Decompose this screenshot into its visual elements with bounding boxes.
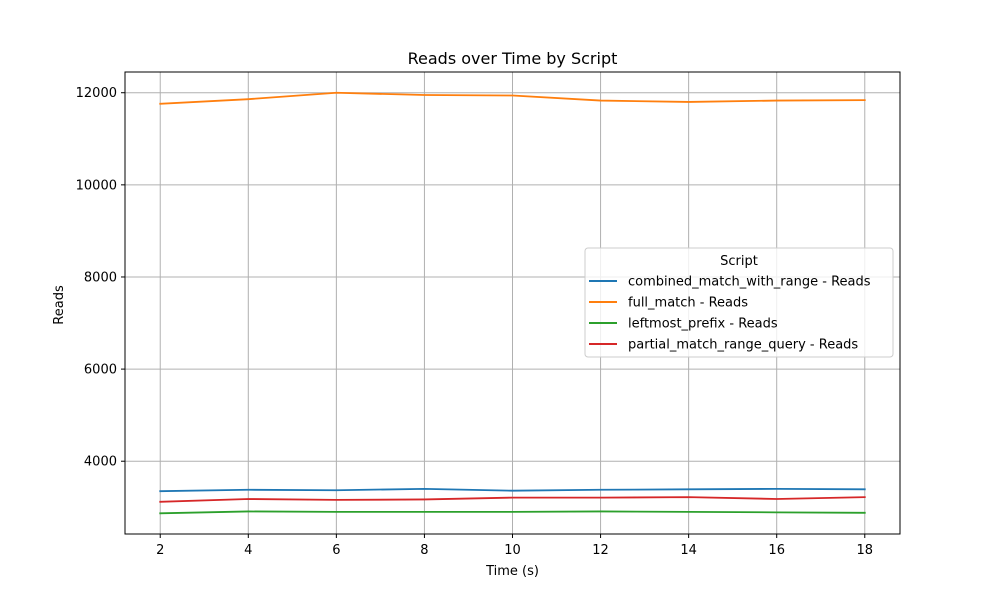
legend: Script combined_match_with_range - Reads…	[584, 247, 894, 358]
x-tick-label: 8	[420, 543, 428, 558]
series-line-4	[159, 496, 866, 503]
y-tick-label: 10000	[76, 178, 117, 193]
legend-label: full_match - Reads	[628, 296, 748, 311]
x-tick-label: 4	[244, 543, 252, 558]
series-lines	[159, 91, 866, 515]
x-tick-label: 12	[592, 543, 609, 558]
x-axis-label: Time (s)	[485, 564, 539, 579]
chart-title: Reads over Time by Script	[408, 49, 618, 68]
series-line-1	[159, 487, 866, 493]
y-tick-label: 12000	[76, 86, 117, 101]
y-tick-label: 8000	[84, 270, 117, 285]
y-tick-label: 6000	[84, 363, 117, 378]
x-tick-label: 14	[680, 543, 697, 558]
y-axis-label: Reads	[52, 285, 67, 325]
x-tick-label: 2	[156, 543, 164, 558]
series-line-3	[159, 510, 866, 515]
legend-label: partial_match_range_query - Reads	[628, 338, 858, 353]
y-tick-label: 4000	[84, 455, 117, 470]
x-tick-label: 6	[332, 543, 340, 558]
legend-label: combined_match_with_range - Reads	[628, 275, 871, 290]
legend-label: leftmost_prefix - Reads	[628, 317, 778, 332]
legend-entries: combined_match_with_range - Reads full_ma…	[589, 275, 871, 353]
legend-box	[584, 247, 894, 358]
x-tick-label: 18	[856, 543, 873, 558]
series-line-2	[159, 91, 866, 105]
axis-ticks: 2 4 6 8 10 12 14 16 18 4000 6000 8000 10000 12000	[76, 86, 873, 558]
legend-title: Script	[720, 254, 758, 269]
x-tick-label: 16	[768, 543, 785, 558]
x-tick-label: 10	[504, 543, 521, 558]
